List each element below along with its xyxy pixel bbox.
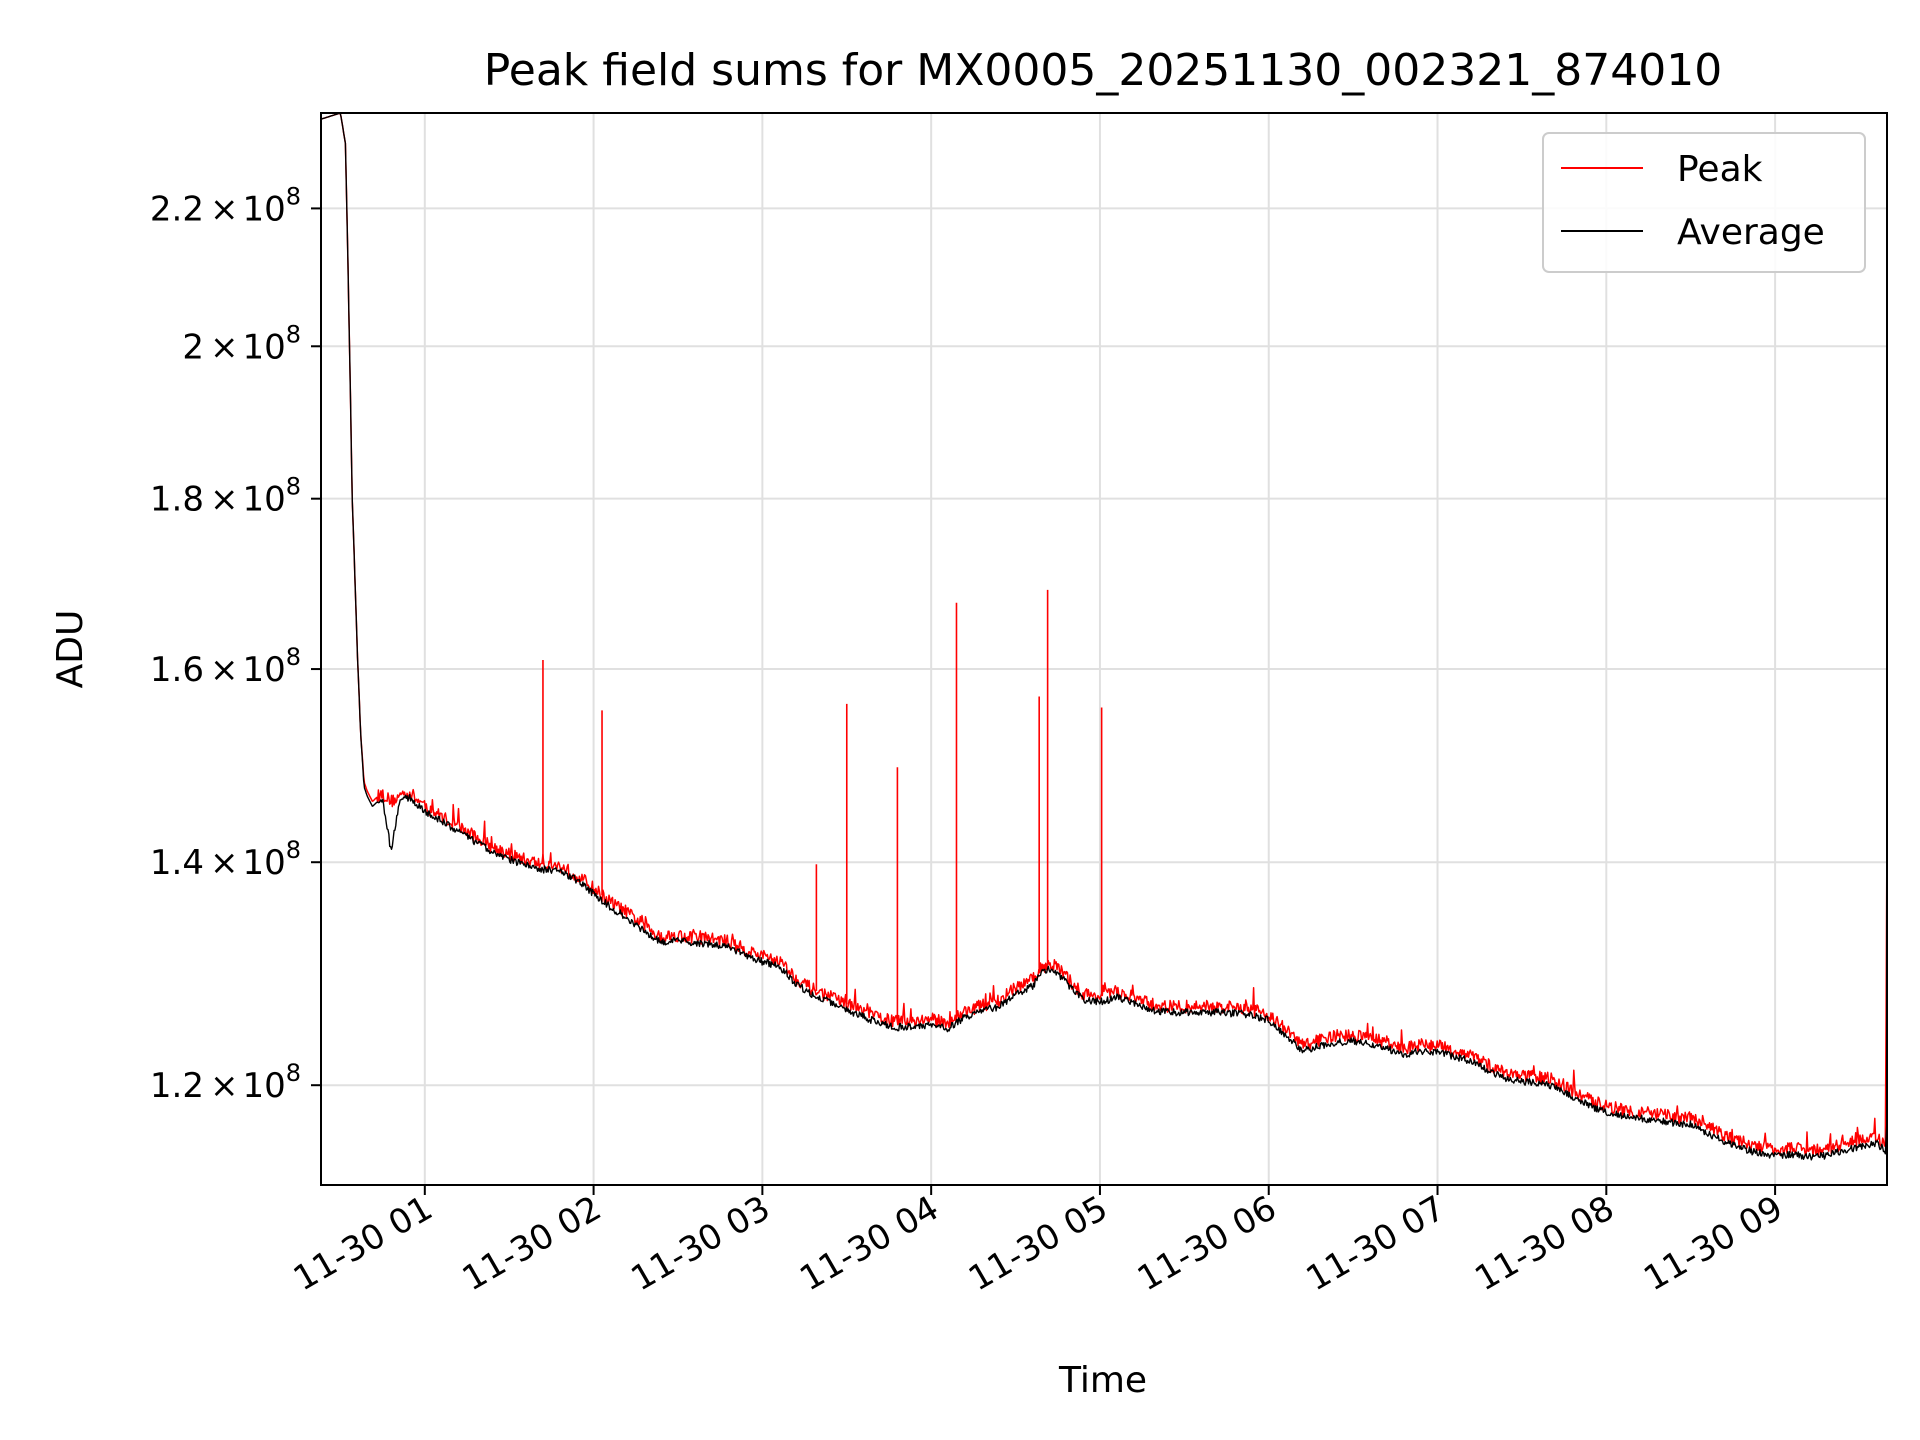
series-average-line: [320, 112, 1888, 1161]
plot-area: [320, 112, 1888, 1161]
y-tick-label: 2 × 108: [182, 320, 301, 367]
chart-title: Peak field sums for MX0005_20251130_0023…: [484, 45, 1722, 96]
grid: [321, 113, 1887, 1185]
y-tick-label: 2.2 × 108: [150, 182, 301, 229]
legend: Peak Average: [1542, 132, 1866, 273]
x-axis-label: Time: [1058, 1360, 1147, 1401]
y-tick-label: 1.4 × 108: [150, 836, 301, 883]
y-axis-label: ADU: [50, 610, 91, 689]
y-tick-label: 1.8 × 108: [150, 473, 301, 520]
axes-frame: [320, 112, 1888, 1186]
y-tick-label: 1.6 × 108: [150, 643, 301, 690]
series-peak-line: [320, 112, 1888, 1157]
y-axis: 1.2 × 108 1.4 × 108 1.6 × 108 1.8 × 108 2 × 108 2.2 × 108: [150, 182, 321, 1106]
legend-average-label: Average: [1677, 212, 1825, 253]
legend-peak-label: Peak: [1677, 149, 1763, 190]
y-tick-label: 1.2 × 108: [150, 1059, 301, 1106]
